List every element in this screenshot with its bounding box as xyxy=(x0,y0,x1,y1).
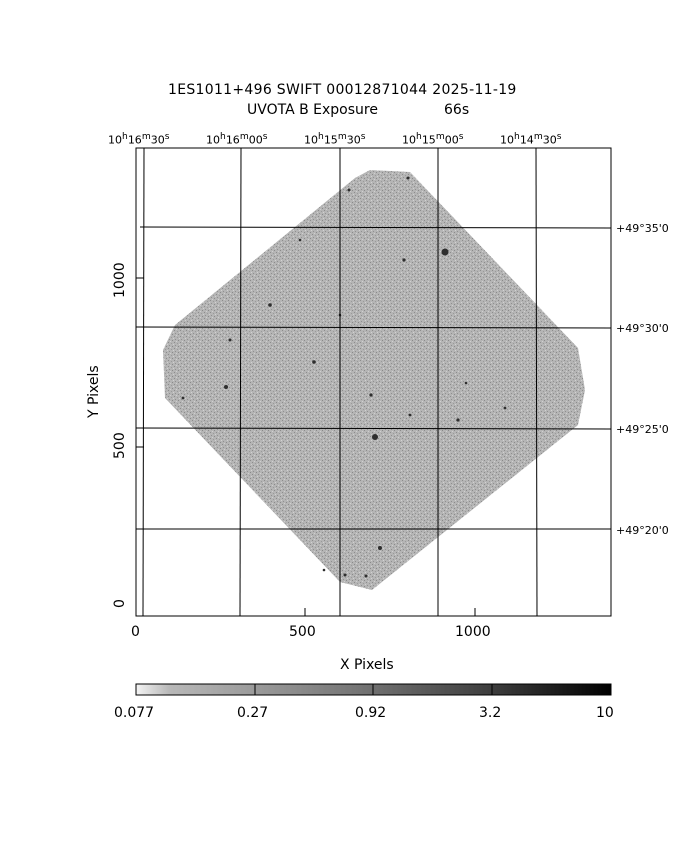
colorbar xyxy=(135,683,612,696)
ra-grid-line xyxy=(239,147,242,617)
dec-grid-line xyxy=(135,427,612,430)
ra-grid-line xyxy=(535,147,538,617)
source xyxy=(312,360,316,364)
dec-tick-label: +49°25'0 xyxy=(616,423,669,436)
source xyxy=(408,413,412,417)
source xyxy=(347,188,351,192)
colorbar-label: 0.27 xyxy=(237,705,269,721)
dec-tick-label: +49°35'0 xyxy=(616,222,669,235)
source-markers xyxy=(181,176,507,578)
exposure-footprint xyxy=(163,170,585,590)
source xyxy=(224,385,228,389)
source xyxy=(268,303,272,307)
source xyxy=(503,406,507,410)
ra-grid-line xyxy=(142,147,145,617)
ra-tick-label: 10h15m00s xyxy=(402,131,464,147)
source xyxy=(181,396,185,400)
x-tick-label: 500 xyxy=(289,624,316,640)
colorbar-label: 3.2 xyxy=(479,705,502,721)
colorbar-label: 10 xyxy=(596,705,614,721)
exposure-label: UVOTA B Exposure xyxy=(247,102,378,118)
x-tick-label: 1000 xyxy=(455,624,491,640)
exposure-value: 66s xyxy=(444,102,470,118)
bright-source-1 xyxy=(441,248,449,256)
source xyxy=(343,573,347,577)
source xyxy=(402,258,406,262)
source xyxy=(369,393,373,397)
dec-grid-lines xyxy=(135,226,612,530)
bright-source-2 xyxy=(372,434,378,440)
source xyxy=(406,176,410,180)
x-tick-label: 0 xyxy=(131,624,140,640)
source xyxy=(228,338,232,342)
dec-tick-label: +49°20'0 xyxy=(616,524,669,537)
ra-tick-label: 10h16m00s xyxy=(206,131,268,147)
ra-tick-label: 10h14m30s xyxy=(500,131,562,147)
y-tick-label: 500 xyxy=(112,432,128,459)
plot-title: 1ES1011+496 SWIFT 00012871044 2025-11-19 xyxy=(168,82,517,98)
source xyxy=(456,418,460,422)
dec-grid-line xyxy=(139,226,612,229)
x-pixel-ticks xyxy=(135,608,476,616)
dec-tick-label: +49°30'0 xyxy=(616,322,669,335)
ra-tick-label: 10h16m30s xyxy=(108,131,170,147)
y-axis-label: Y Pixels xyxy=(86,365,102,418)
source xyxy=(464,381,468,385)
colorbar-label: 0.077 xyxy=(114,705,155,721)
colorbar-label: 0.92 xyxy=(355,705,387,721)
dec-grid-line xyxy=(135,326,612,329)
source xyxy=(298,238,302,242)
ra-tick-label: 10h15m30s xyxy=(304,131,366,147)
plot-frame xyxy=(135,147,612,617)
y-tick-label: 1000 xyxy=(112,262,128,298)
y-pixel-ticks xyxy=(136,277,144,617)
source xyxy=(322,568,326,572)
ra-grid-lines xyxy=(142,147,538,617)
source xyxy=(378,546,382,550)
y-tick-label: 0 xyxy=(112,599,128,608)
source xyxy=(364,574,368,578)
x-axis-label: X Pixels xyxy=(340,657,394,673)
